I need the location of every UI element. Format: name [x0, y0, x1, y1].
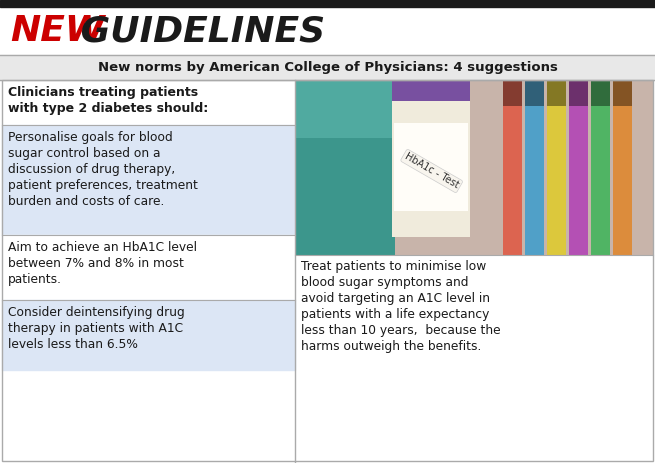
Bar: [2, 80, 295, 125]
Text: HbA1c - Test: HbA1c - Test: [403, 151, 460, 190]
Bar: [0, 55, 655, 80]
Bar: [2, 80, 653, 461]
Text: Personalise goals for blood
sugar control based on a
discussion of drug therapy,: Personalise goals for blood sugar contro…: [8, 131, 198, 208]
Text: Consider deintensifying drug
therapy in patients with A1C
levels less than 6.5%: Consider deintensifying drug therapy in …: [8, 306, 185, 351]
Bar: [0, 80, 655, 463]
Text: New norms by American College of Physicians: 4 suggestions: New norms by American College of Physici…: [98, 61, 557, 74]
Bar: [2, 125, 295, 235]
Bar: [2, 235, 295, 300]
Text: GUIDELINES: GUIDELINES: [68, 14, 325, 48]
Bar: [0, 7, 655, 55]
Text: Aim to achieve an HbA1C level
between 7% and 8% in most
patients.: Aim to achieve an HbA1C level between 7%…: [8, 241, 197, 286]
Text: Treat patients to minimise low
blood sugar symptoms and
avoid targeting an A1C l: Treat patients to minimise low blood sug…: [301, 260, 500, 353]
Text: NEW: NEW: [10, 14, 105, 48]
Bar: [2, 300, 295, 370]
Bar: [0, 0, 655, 7]
Text: Clinicians treating patients
with type 2 diabetes should:: Clinicians treating patients with type 2…: [8, 86, 208, 115]
